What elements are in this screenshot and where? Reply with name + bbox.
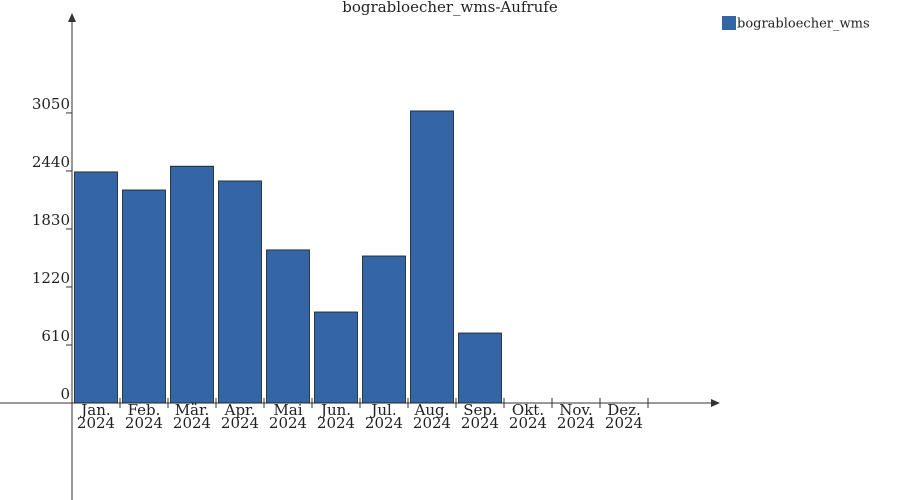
- x-tick-label: Mär.: [175, 401, 210, 419]
- y-axis-arrow: [68, 13, 76, 22]
- bar: [122, 189, 166, 404]
- x-tick-label: Jan.: [79, 401, 110, 419]
- bar: [362, 255, 406, 404]
- y-tick-label: 610: [41, 327, 70, 345]
- x-tick-label: Mai: [273, 401, 302, 419]
- x-tick-label: Jul.: [369, 401, 396, 419]
- x-tick-label: Feb.: [128, 401, 161, 419]
- x-tick-label: 2024: [77, 414, 115, 432]
- x-tick-label: Dez.: [607, 401, 641, 419]
- x-tick-label: Nov.: [559, 401, 593, 419]
- bar: [314, 311, 358, 404]
- legend-label: bograbloecher_wms: [737, 17, 870, 32]
- x-tick-label: Apr.: [224, 401, 256, 419]
- y-tick-label: 3050: [32, 95, 70, 113]
- chart-title: bograbloecher_wms-Aufrufe: [342, 0, 558, 16]
- legend-swatch: [722, 16, 736, 30]
- bar: [266, 249, 310, 404]
- y-tick-label: 1830: [32, 211, 70, 229]
- bar: [410, 110, 454, 404]
- x-tick-label: 2024: [509, 414, 547, 432]
- x-tick-label: 2024: [317, 414, 355, 432]
- bar: [458, 332, 502, 404]
- x-tick-label: 2024: [173, 414, 211, 432]
- x-tick-label: 2024: [365, 414, 403, 432]
- bar: [74, 171, 118, 404]
- x-tick-label: 2024: [125, 414, 163, 432]
- y-tick-label: 2440: [32, 153, 70, 171]
- x-tick-label: 2024: [461, 414, 499, 432]
- bar: [170, 165, 214, 404]
- x-axis-arrow: [711, 399, 720, 407]
- x-tick-label: Jun.: [319, 401, 351, 419]
- y-tick-label: 0: [60, 385, 70, 403]
- x-tick-label: Okt.: [512, 401, 544, 419]
- y-tick-label: 1220: [32, 269, 70, 287]
- x-tick-label: Sep.: [463, 401, 497, 419]
- x-tick-label: Aug.: [414, 401, 450, 419]
- bar: [218, 180, 262, 404]
- x-tick-label: 2024: [605, 414, 643, 432]
- x-tick-label: 2024: [269, 414, 307, 432]
- x-tick-label: 2024: [413, 414, 451, 432]
- x-tick-label: 2024: [221, 414, 259, 432]
- x-tick-label: 2024: [557, 414, 595, 432]
